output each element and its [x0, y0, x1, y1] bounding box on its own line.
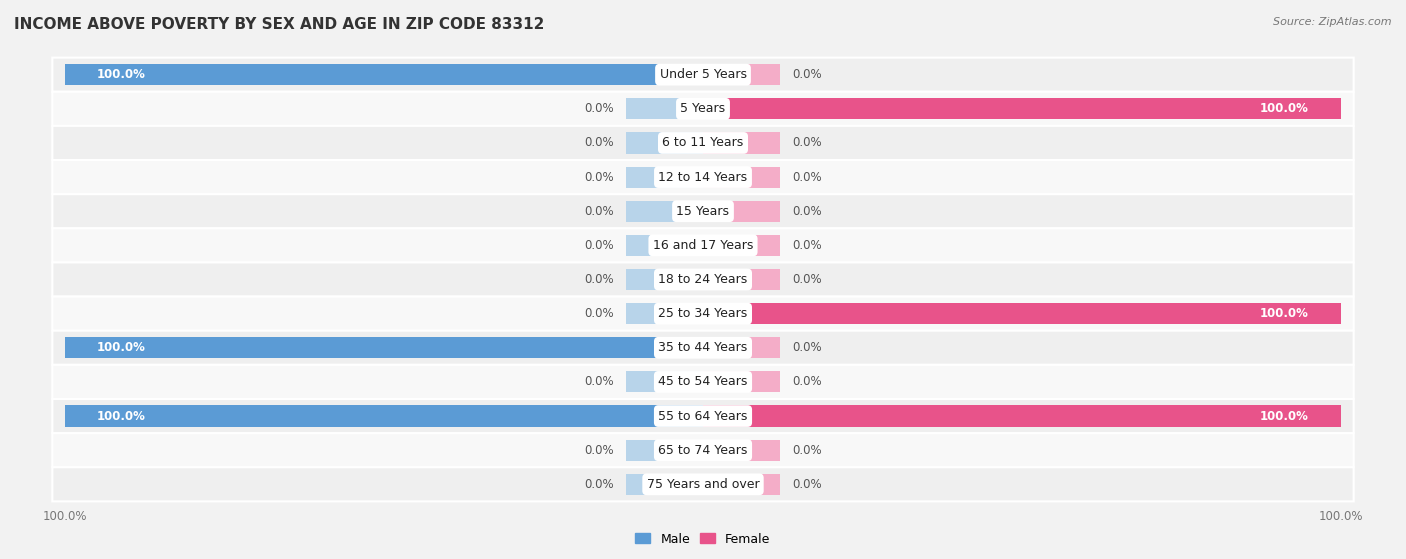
Bar	[627, 132, 703, 154]
Text: 0.0%: 0.0%	[793, 136, 823, 149]
Text: 0.0%: 0.0%	[793, 239, 823, 252]
FancyBboxPatch shape	[52, 467, 1354, 501]
Bar	[627, 439, 703, 461]
Text: 100.0%: 100.0%	[1260, 410, 1309, 423]
Text: 75 Years and over: 75 Years and over	[647, 478, 759, 491]
Bar	[703, 337, 779, 358]
Text: 65 to 74 Years: 65 to 74 Years	[658, 444, 748, 457]
Legend: Male, Female: Male, Female	[630, 528, 776, 551]
Bar	[703, 439, 779, 461]
Bar	[703, 167, 779, 188]
Text: 0.0%: 0.0%	[793, 68, 823, 81]
Text: 100.0%: 100.0%	[97, 342, 146, 354]
Text: 0.0%: 0.0%	[793, 205, 823, 217]
Bar	[703, 303, 1341, 324]
Text: 0.0%: 0.0%	[583, 239, 613, 252]
Text: 0.0%: 0.0%	[583, 444, 613, 457]
FancyBboxPatch shape	[52, 365, 1354, 399]
Text: 0.0%: 0.0%	[583, 102, 613, 115]
FancyBboxPatch shape	[52, 194, 1354, 228]
FancyBboxPatch shape	[52, 228, 1354, 262]
Bar	[627, 269, 703, 290]
Text: 100.0%: 100.0%	[97, 410, 146, 423]
FancyBboxPatch shape	[52, 58, 1354, 92]
Bar	[703, 132, 779, 154]
FancyBboxPatch shape	[52, 399, 1354, 433]
Bar	[627, 371, 703, 392]
FancyBboxPatch shape	[52, 160, 1354, 194]
Bar	[703, 201, 779, 222]
Bar	[703, 371, 779, 392]
Bar	[627, 473, 703, 495]
Text: 5 Years: 5 Years	[681, 102, 725, 115]
Bar	[703, 98, 1341, 120]
Text: 0.0%: 0.0%	[793, 170, 823, 183]
Bar	[65, 64, 703, 86]
FancyBboxPatch shape	[52, 92, 1354, 126]
Text: 0.0%: 0.0%	[793, 376, 823, 389]
Text: 35 to 44 Years: 35 to 44 Years	[658, 342, 748, 354]
FancyBboxPatch shape	[52, 262, 1354, 297]
Bar	[627, 201, 703, 222]
Text: 100.0%: 100.0%	[1260, 307, 1309, 320]
Text: 0.0%: 0.0%	[583, 273, 613, 286]
Text: 0.0%: 0.0%	[793, 273, 823, 286]
Text: 12 to 14 Years: 12 to 14 Years	[658, 170, 748, 183]
Text: INCOME ABOVE POVERTY BY SEX AND AGE IN ZIP CODE 83312: INCOME ABOVE POVERTY BY SEX AND AGE IN Z…	[14, 17, 544, 32]
FancyBboxPatch shape	[52, 433, 1354, 467]
Text: 0.0%: 0.0%	[583, 170, 613, 183]
Text: 100.0%: 100.0%	[1260, 102, 1309, 115]
Bar	[627, 235, 703, 256]
Bar	[65, 405, 703, 427]
Text: 6 to 11 Years: 6 to 11 Years	[662, 136, 744, 149]
Bar	[627, 303, 703, 324]
FancyBboxPatch shape	[52, 331, 1354, 365]
Text: 18 to 24 Years: 18 to 24 Years	[658, 273, 748, 286]
Text: 0.0%: 0.0%	[793, 478, 823, 491]
Text: 25 to 34 Years: 25 to 34 Years	[658, 307, 748, 320]
Text: 0.0%: 0.0%	[583, 478, 613, 491]
FancyBboxPatch shape	[52, 126, 1354, 160]
Bar	[703, 269, 779, 290]
Bar	[703, 473, 779, 495]
Text: 0.0%: 0.0%	[583, 307, 613, 320]
Text: 0.0%: 0.0%	[583, 205, 613, 217]
Text: 15 Years: 15 Years	[676, 205, 730, 217]
Bar	[627, 167, 703, 188]
Bar	[627, 98, 703, 120]
Text: 0.0%: 0.0%	[793, 444, 823, 457]
Text: 55 to 64 Years: 55 to 64 Years	[658, 410, 748, 423]
Bar	[703, 64, 779, 86]
Text: 45 to 54 Years: 45 to 54 Years	[658, 376, 748, 389]
Text: 0.0%: 0.0%	[583, 376, 613, 389]
Bar	[65, 337, 703, 358]
Text: 0.0%: 0.0%	[793, 342, 823, 354]
Text: 0.0%: 0.0%	[583, 136, 613, 149]
Bar	[703, 235, 779, 256]
Text: 16 and 17 Years: 16 and 17 Years	[652, 239, 754, 252]
Bar	[703, 405, 1341, 427]
Text: Under 5 Years: Under 5 Years	[659, 68, 747, 81]
FancyBboxPatch shape	[52, 297, 1354, 331]
Text: Source: ZipAtlas.com: Source: ZipAtlas.com	[1274, 17, 1392, 27]
Text: 100.0%: 100.0%	[97, 68, 146, 81]
